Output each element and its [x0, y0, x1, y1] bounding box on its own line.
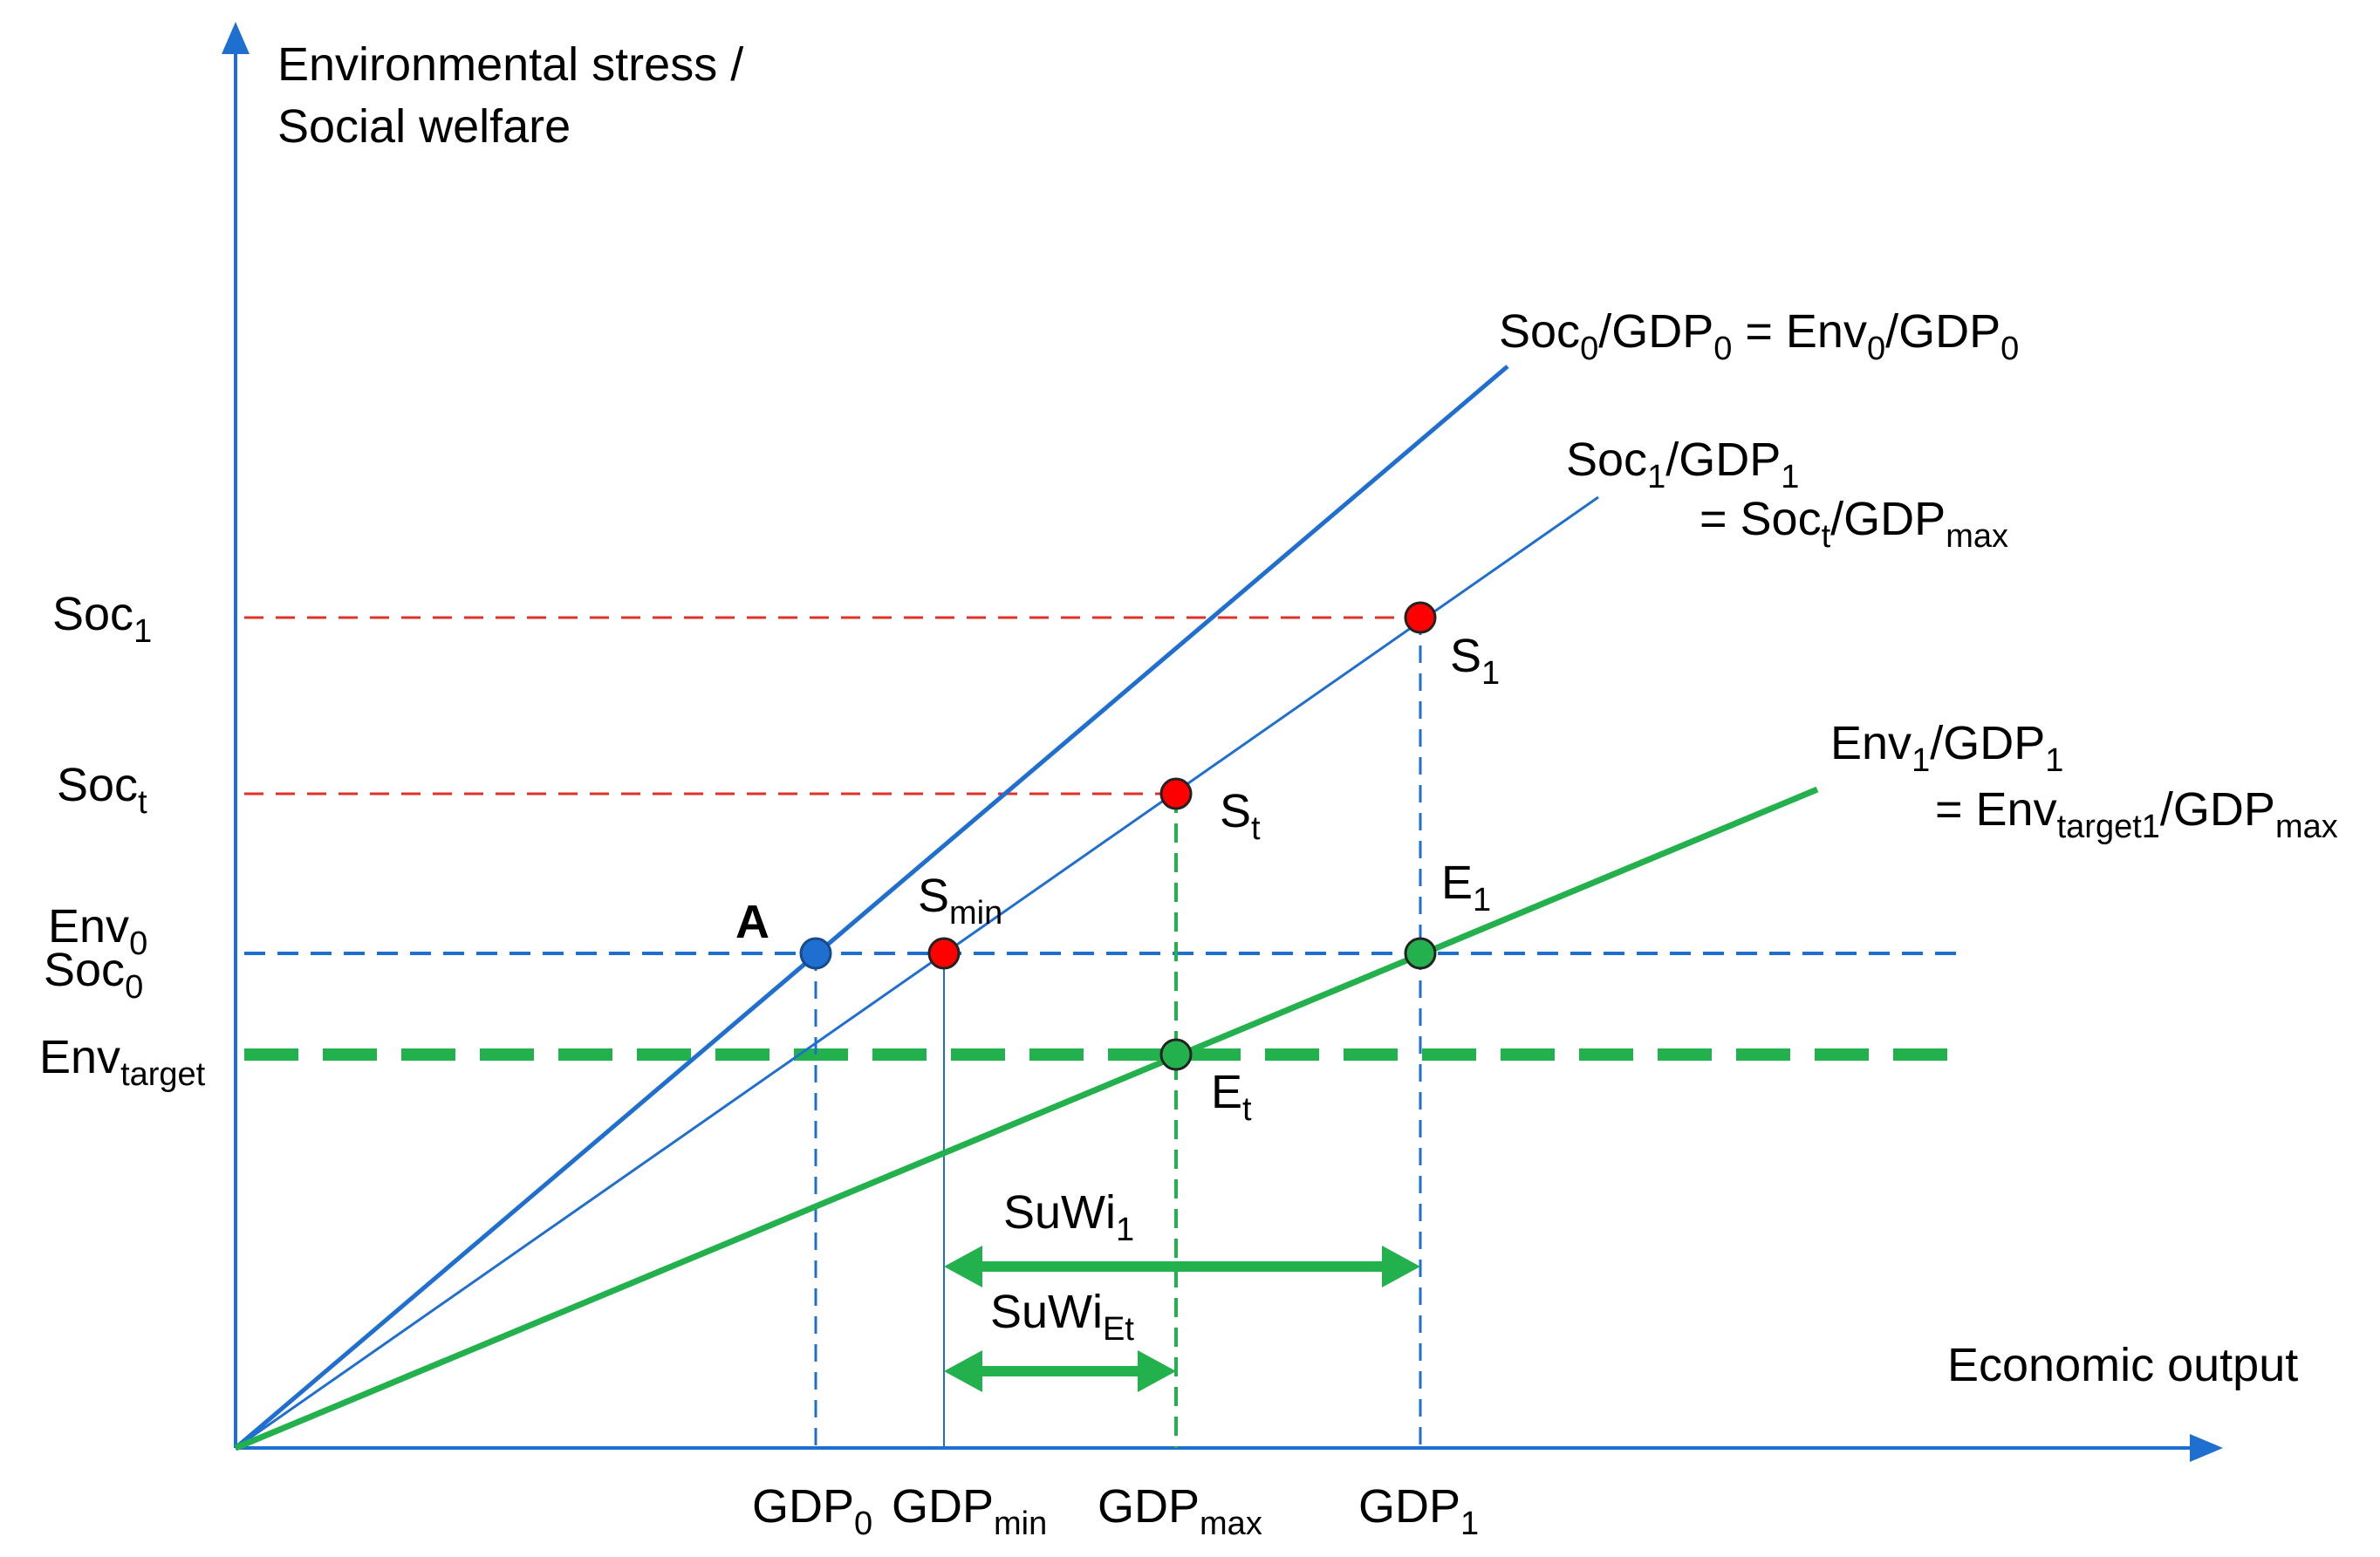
y-label-soc0: Soc0 [44, 944, 143, 1006]
point-st [1159, 777, 1193, 810]
point-a [799, 937, 832, 970]
y-axis-arrowhead [222, 22, 250, 54]
point-label-st: St [1220, 785, 1261, 847]
y-label-soc1: Soc1 [52, 588, 152, 650]
y-label-soct: Soct [57, 759, 147, 821]
point-label-a: A [735, 896, 769, 948]
env1-gdp1-line [234, 786, 1819, 1451]
point-label-smin: Smin [918, 870, 1002, 932]
envtarget1-line-label: = Envtarget1/GDPmax [1935, 783, 2338, 845]
soc0-gdp0-line [234, 365, 1509, 1450]
point-smin [927, 937, 961, 970]
soct-line-label: = Soct/GDPmax [1700, 493, 2008, 555]
y-label-env0: Env0 [48, 900, 147, 962]
x-axis-title: Economic output [1947, 1339, 2298, 1391]
suwi1-arrow [944, 1246, 1420, 1287]
x-label-gdp0: GDP0 [752, 1480, 872, 1542]
y-label-envtarget: Envtarget [39, 1031, 206, 1093]
y-axis-title-line1: Environmental stress / [277, 38, 743, 91]
x-label-gdpmax: GDPmax [1098, 1480, 1262, 1542]
point-label-et: Et [1211, 1066, 1252, 1128]
suwiet-arrow [944, 1350, 1176, 1392]
x-label-gdpmin: GDPmin [892, 1480, 1047, 1542]
suwi1-label: SuWi1 [1003, 1186, 1134, 1248]
soc1-line-label: Soc1/GDP1 [1566, 434, 1799, 495]
point-label-s1: S1 [1450, 630, 1500, 692]
point-label-e1: E1 [1441, 857, 1491, 918]
y-axis-title-line2: Social welfare [277, 100, 571, 153]
x-label-gdp1: GDP1 [1358, 1480, 1479, 1542]
suwiet-label: SuWiEt [990, 1286, 1134, 1348]
point-s1 [1404, 601, 1437, 634]
x-axis-arrowhead [2190, 1434, 2223, 1462]
soc1-gdp1-line [235, 495, 1599, 1450]
soc0-line-label: Soc0/GDP0 = Env0/GDP0 [1499, 305, 2019, 367]
axes [222, 22, 2223, 1462]
env1-line-label: Env1/GDP1 [1830, 717, 2063, 779]
point-et [1159, 1038, 1193, 1071]
point-e1 [1404, 937, 1437, 970]
